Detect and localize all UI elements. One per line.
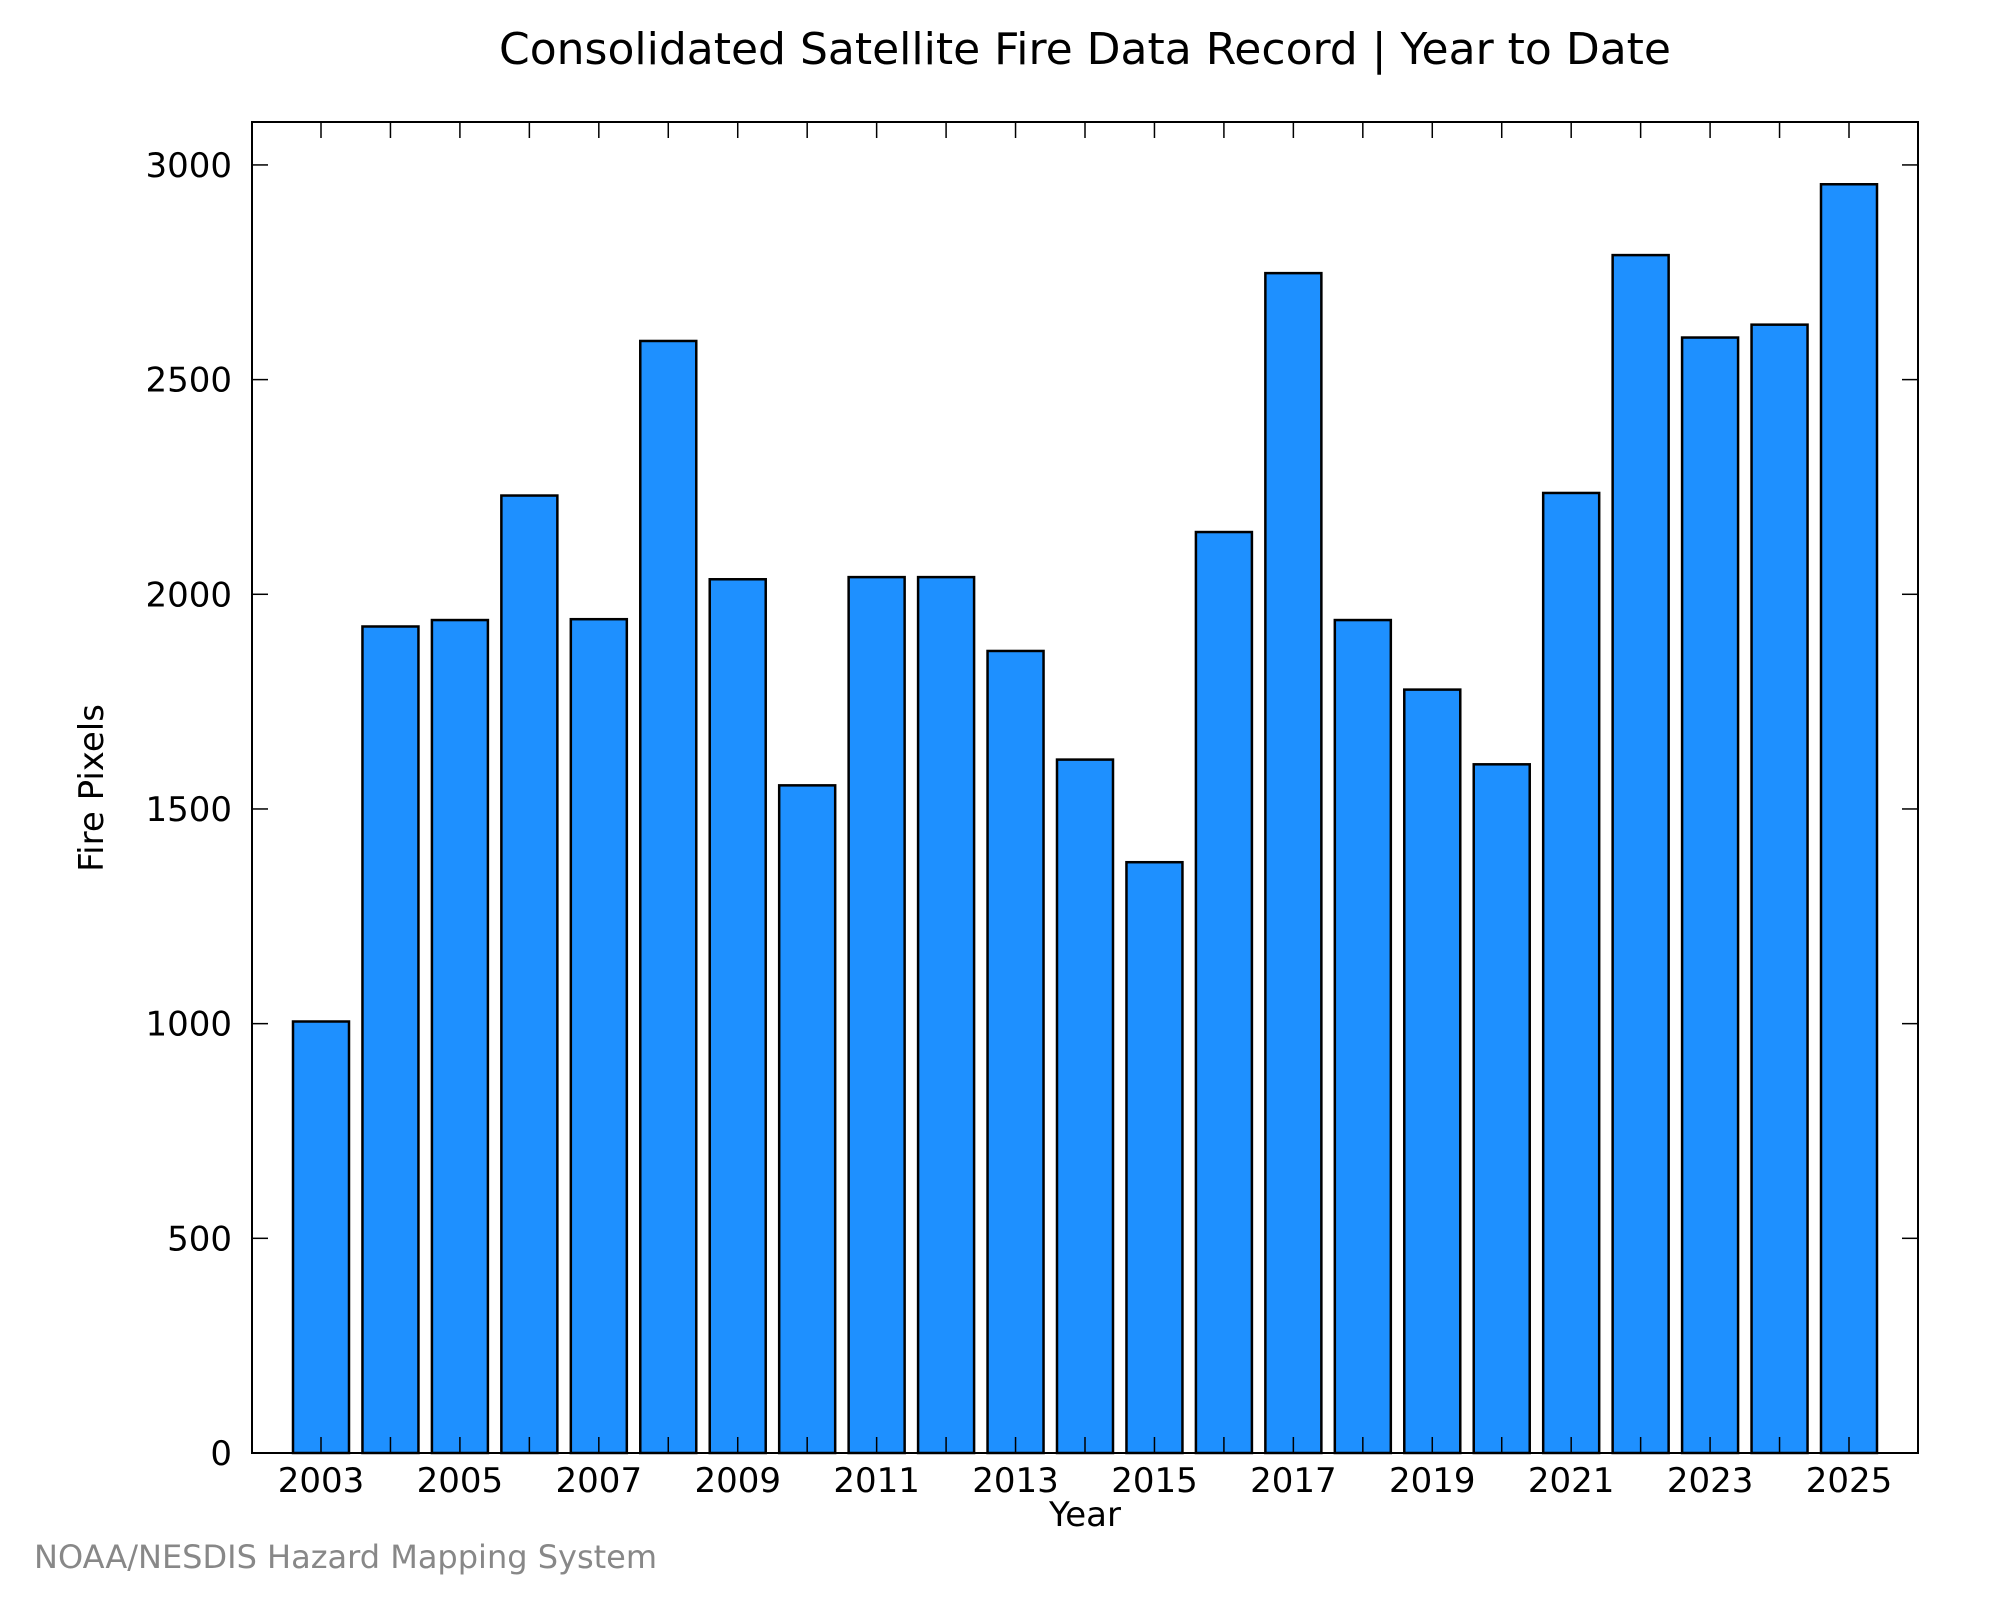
bar-2015 xyxy=(1125,860,1184,1455)
y-axis-label: Fire Pixels xyxy=(72,704,112,872)
y-tick-label-3000: 3000 xyxy=(145,146,232,186)
x-tick-label-2017: 2017 xyxy=(1250,1461,1337,1501)
bar-2011 xyxy=(847,575,906,1455)
x-axis-label: Year xyxy=(1048,1495,1121,1535)
bar-2023 xyxy=(1680,336,1740,1455)
x-tick-label-2023: 2023 xyxy=(1667,1461,1754,1501)
source-credit: NOAA/NESDIS Hazard Mapping System xyxy=(34,1538,658,1576)
bar-2014 xyxy=(1055,758,1115,1455)
bar-2021 xyxy=(1541,491,1601,1455)
bar-2006 xyxy=(500,494,559,1455)
x-tick-label-2011: 2011 xyxy=(833,1461,920,1501)
chart-title: Consolidated Satellite Fire Data Record … xyxy=(499,24,1671,75)
x-tick-label-2019: 2019 xyxy=(1389,1461,1476,1501)
bar-2012 xyxy=(916,575,976,1455)
x-tick-label-2021: 2021 xyxy=(1528,1461,1615,1501)
x-tick-label-2015: 2015 xyxy=(1111,1461,1198,1501)
y-tick-label-500: 500 xyxy=(167,1219,232,1259)
y-tick-label-2500: 2500 xyxy=(145,361,232,401)
tick-labels-group: 0 500 1000 1500 2000 2500 3000 2003 2005 2007 2009… xyxy=(145,146,1892,1501)
x-tick-label-2025: 2025 xyxy=(1806,1461,1893,1501)
bar-2022 xyxy=(1611,253,1670,1455)
y-tick-label-0: 0 xyxy=(210,1434,232,1474)
bar-2010 xyxy=(777,784,837,1455)
bar-2024 xyxy=(1750,323,1809,1455)
bar-2017 xyxy=(1264,271,1323,1455)
x-tick-label-2007: 2007 xyxy=(556,1461,643,1501)
bar-2005 xyxy=(430,618,490,1455)
y-tick-label-1500: 1500 xyxy=(145,790,232,830)
x-tick-label-2009: 2009 xyxy=(694,1461,781,1501)
plot-frame xyxy=(251,121,1919,1454)
bar-2003 xyxy=(291,1020,351,1455)
bar-2020 xyxy=(1472,763,1531,1455)
y-tick-label-1000: 1000 xyxy=(145,1005,232,1045)
ticks-group xyxy=(252,122,1918,1454)
bar-2007 xyxy=(569,617,629,1455)
bar-2025 xyxy=(1819,183,1879,1455)
bar-2009 xyxy=(708,578,767,1455)
bar-2004 xyxy=(361,625,420,1455)
bar-2018 xyxy=(1333,618,1393,1455)
x-tick-label-2005: 2005 xyxy=(417,1461,504,1501)
y-tick-label-2000: 2000 xyxy=(145,575,232,615)
bar-2013 xyxy=(986,649,1045,1455)
bar-2019 xyxy=(1403,688,1462,1455)
bar-2016 xyxy=(1194,530,1254,1455)
x-tick-label-2003: 2003 xyxy=(278,1461,365,1501)
bar-2008 xyxy=(639,339,698,1455)
bars-group xyxy=(291,183,1879,1455)
x-tick-label-2013: 2013 xyxy=(972,1461,1059,1501)
